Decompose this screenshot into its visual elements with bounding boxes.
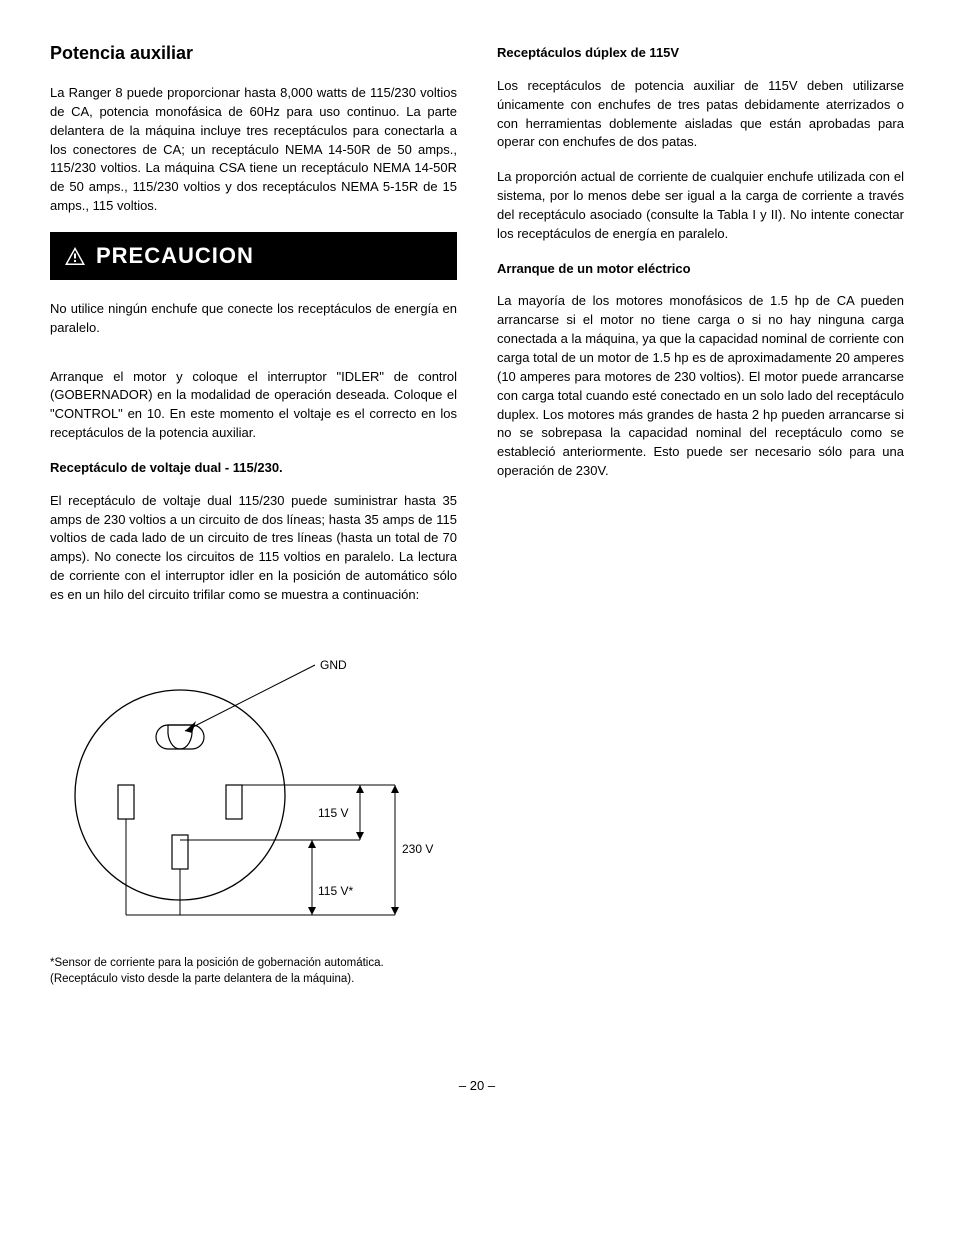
subsection-title: Receptáculos dúplex de 115V <box>497 44 904 63</box>
diagram-label-gnd: GND <box>320 658 347 672</box>
paragraph: Arranque el motor y coloque el interrupt… <box>50 368 457 443</box>
left-column: Potencia auxiliar La Ranger 8 puede prop… <box>50 40 457 987</box>
receptacle-diagram: GND 115 V 230 V <box>50 635 457 935</box>
paragraph: La proporción actual de corriente de cua… <box>497 168 904 243</box>
page-number: – 20 – <box>50 1077 904 1096</box>
diagram-label-115v-top: 115 V <box>318 806 348 820</box>
section-title: Potencia auxiliar <box>50 40 457 66</box>
right-column: Receptáculos dúplex de 115V Los receptác… <box>497 40 904 987</box>
paragraph: El receptáculo de voltaje dual 115/230 p… <box>50 492 457 605</box>
diagram-label-230v: 230 V <box>402 842 433 856</box>
paragraph: La mayoría de los motores monofásicos de… <box>497 292 904 480</box>
subsection-title: Receptáculo de voltaje dual - 115/230. <box>50 459 457 478</box>
paragraph: Los receptáculos de potencia auxiliar de… <box>497 77 904 152</box>
paragraph: No utilice ningún enchufe que conecte lo… <box>50 300 457 338</box>
subsection-title: Arranque de un motor eléctrico <box>497 260 904 279</box>
caution-label: PRECAUCION <box>96 240 254 272</box>
paragraph: La Ranger 8 puede proporcionar hasta 8,0… <box>50 84 457 216</box>
warning-icon <box>64 246 86 266</box>
footnote-line: *Sensor de corriente para la posición de… <box>50 955 457 971</box>
diagram-footnote: *Sensor de corriente para la posición de… <box>50 955 457 987</box>
caution-banner: PRECAUCION <box>50 232 457 280</box>
diagram-label-115v-bottom: 115 V* <box>318 884 353 898</box>
footnote-line: (Receptáculo visto desde la parte delant… <box>50 971 457 987</box>
